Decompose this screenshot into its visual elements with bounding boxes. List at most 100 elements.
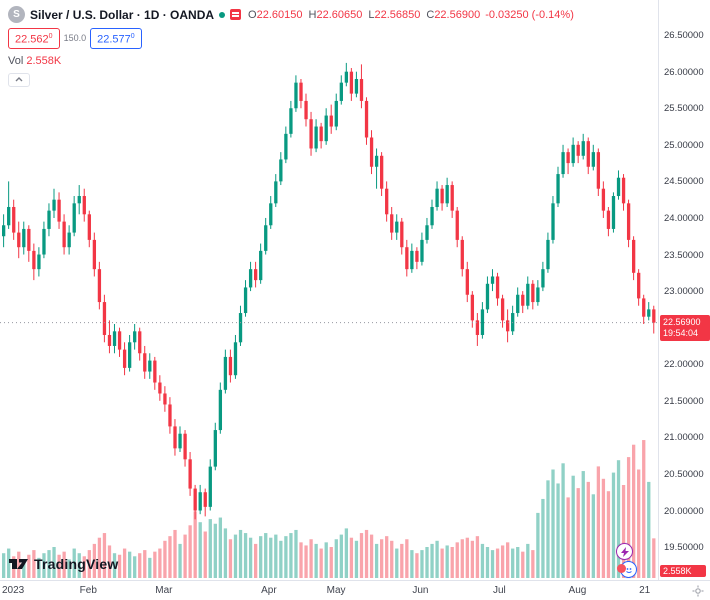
boost-button[interactable] xyxy=(616,543,633,560)
candle-body xyxy=(541,269,545,288)
time-tick-label: Jun xyxy=(412,585,429,596)
volume-bar xyxy=(107,545,112,578)
candle-body xyxy=(606,210,611,229)
volume-bar xyxy=(213,523,217,578)
volume-bar xyxy=(425,547,429,578)
time-tick-label: Jul xyxy=(492,585,506,596)
volume-bar xyxy=(122,548,127,578)
volume-bar xyxy=(435,540,439,578)
volume-bar xyxy=(102,533,107,578)
volume-bar xyxy=(445,545,449,578)
ohlc-values: O22.60150 H22.60650 L22.56850 C22.56900 xyxy=(248,8,481,21)
legend-flag-icon[interactable] xyxy=(230,9,242,20)
candle-body xyxy=(183,433,187,460)
volume-bar xyxy=(652,538,656,578)
candle-body xyxy=(319,126,323,142)
candle-body xyxy=(536,287,540,303)
reactions-button[interactable] xyxy=(617,561,637,578)
candle-body xyxy=(359,78,364,101)
volume-bar xyxy=(334,539,338,578)
time-scale[interactable]: 2023 Feb Mar Apr May Jun Jul Aug 21 xyxy=(0,580,710,600)
volume-bar xyxy=(77,553,81,578)
chart-pane[interactable]: S Silver / U.S. Dollar · 1D · OANDA O22.… xyxy=(0,0,658,580)
candle-body xyxy=(304,100,308,120)
volume-bar xyxy=(72,548,76,578)
volume-bar xyxy=(47,550,51,578)
candlestick-chart[interactable] xyxy=(0,0,658,580)
collapse-legend-button[interactable] xyxy=(8,72,30,87)
buy-button[interactable]: 22.5770 xyxy=(90,28,142,49)
volume-bar xyxy=(405,539,409,578)
volume-bar xyxy=(450,547,454,578)
price-tick-label: 20.50000 xyxy=(664,468,704,480)
candle-body xyxy=(228,356,233,376)
chart-legend: S Silver / U.S. Dollar · 1D · OANDA O22.… xyxy=(8,6,574,87)
volume-bar xyxy=(42,553,46,578)
time-tick-label: Aug xyxy=(568,585,587,596)
candle-body xyxy=(430,206,434,226)
volume-bar xyxy=(153,551,157,578)
candle-body xyxy=(647,309,651,317)
candle-body xyxy=(218,389,223,431)
candle-body xyxy=(460,239,464,270)
symbol-logo: S xyxy=(8,6,25,23)
volume-bar xyxy=(198,522,202,578)
candle-body xyxy=(143,353,147,372)
volume-bar xyxy=(183,534,187,578)
volume-bar xyxy=(304,545,308,578)
volume-bar xyxy=(576,488,580,578)
candle-body xyxy=(516,294,520,314)
volume-bar xyxy=(193,511,197,578)
candle-body xyxy=(173,426,177,449)
volume-bar xyxy=(223,528,228,578)
last-price-label[interactable]: 22.56900 19:54:04 xyxy=(660,314,710,342)
candle-body xyxy=(248,269,253,288)
candle-body xyxy=(591,152,595,167)
volume-bar xyxy=(566,497,570,578)
volume-bar xyxy=(22,559,26,578)
price-scale[interactable]: 22.56900 19:54:04 2.558K 26.50000 26.0000… xyxy=(658,0,710,580)
volume-bar xyxy=(390,540,394,578)
candle-body xyxy=(601,188,606,211)
candle-body xyxy=(420,239,424,262)
price-tick-label: 21.50000 xyxy=(664,395,704,407)
candle-body xyxy=(27,228,31,251)
candle-body xyxy=(470,294,475,321)
candle-body xyxy=(626,203,631,240)
candle-body xyxy=(369,137,374,167)
candle-body xyxy=(566,152,570,164)
volume-bar xyxy=(178,543,182,578)
volume-bar xyxy=(112,553,117,578)
candle-body xyxy=(395,221,399,233)
candle-body xyxy=(410,250,414,270)
volume-bar xyxy=(506,542,510,578)
candle-body xyxy=(324,115,328,142)
candle-body xyxy=(148,360,152,372)
change-value: -0.03250 (-0.14%) xyxy=(485,8,574,21)
candle-body xyxy=(122,349,127,368)
price-tick-label: 24.00000 xyxy=(664,212,704,224)
symbol-title[interactable]: Silver / U.S. Dollar · 1D · OANDA xyxy=(30,7,215,22)
candle-body xyxy=(112,331,117,346)
candle-body xyxy=(380,155,384,189)
tradingview-logo[interactable]: TradingView xyxy=(8,556,118,572)
candle-body xyxy=(526,283,530,306)
candle-body xyxy=(334,100,338,127)
candle-body xyxy=(17,232,21,248)
volume-bar xyxy=(410,550,414,578)
candle-body xyxy=(57,199,61,222)
volume-bar xyxy=(536,512,540,578)
volume-bar xyxy=(455,542,459,578)
sell-button[interactable]: 22.5620 xyxy=(8,28,60,49)
candle-body xyxy=(556,174,560,204)
time-tick-label: 21 xyxy=(639,585,651,596)
last-price-value: 22.56900 xyxy=(663,316,701,327)
volume-bar xyxy=(647,481,651,578)
price-tick-label: 22.00000 xyxy=(664,359,704,371)
axis-settings-icon[interactable] xyxy=(692,585,704,597)
volume-bar xyxy=(601,478,606,578)
volume-bar xyxy=(470,540,475,578)
candle-body xyxy=(254,269,258,281)
volume-bar xyxy=(158,548,162,578)
candle-body xyxy=(455,210,459,240)
